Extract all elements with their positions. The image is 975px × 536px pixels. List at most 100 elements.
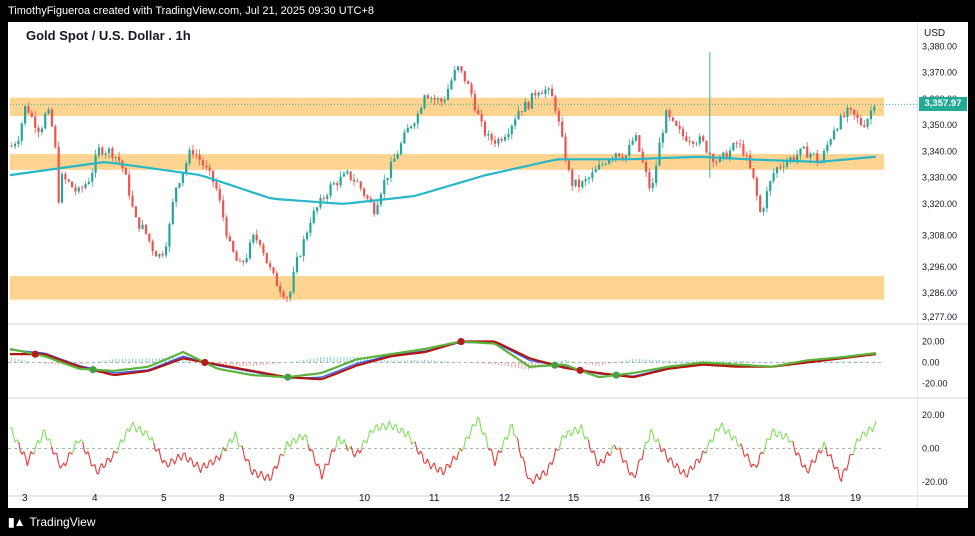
oscillator-2-segment <box>658 444 662 453</box>
oscillator-2-segment <box>676 463 680 468</box>
candle-body <box>819 162 822 164</box>
candle-body <box>715 161 718 163</box>
oscillator-2-segment <box>731 435 735 441</box>
oscillator-2-segment <box>321 472 325 480</box>
candle-body <box>765 191 769 209</box>
oscillator-2-segment <box>317 463 321 470</box>
candle-body <box>37 127 40 133</box>
oscillator-2-segment <box>542 470 546 476</box>
candle-body <box>618 153 621 157</box>
oscillator-2-segment <box>472 423 475 426</box>
candle-body <box>591 172 594 178</box>
candle-body <box>597 164 601 170</box>
oscillator-2-segment <box>373 425 376 433</box>
candle-body <box>524 102 527 112</box>
oscillator-2-segment <box>430 465 434 470</box>
oscillator-2-segment <box>212 462 215 466</box>
tradingview-logo[interactable]: ▮▲ TradingView <box>8 515 96 529</box>
candle-body <box>782 166 785 168</box>
oscillator-2-segment <box>51 446 54 455</box>
oscillator-2-segment <box>799 455 803 466</box>
candle-body <box>799 148 802 156</box>
oscillator-2-segment <box>257 475 260 479</box>
oscillator-2-segment <box>451 455 454 463</box>
candle-body <box>749 155 752 169</box>
oscillator-2-segment <box>723 427 726 435</box>
chart-svg[interactable]: 3 4 5 8 9 10 11 12 15 16 17 18 19 <box>8 22 917 508</box>
oscillator-2-segment <box>89 457 92 467</box>
oscillator-2-segment <box>220 447 224 454</box>
candle-body <box>668 110 671 118</box>
oscillator-2-segment <box>652 431 655 441</box>
price-axis[interactable]: 3,380.003,370.003,360.003,350.003,340.00… <box>917 22 968 508</box>
oscillator-2-segment <box>44 429 47 440</box>
price-tick-label: 3,330.00 <box>922 173 957 183</box>
oscillator-2-segment <box>284 440 288 449</box>
oscillator-2-segment <box>787 437 790 443</box>
candle-body <box>500 139 503 141</box>
price-tick-label: 3,380.00 <box>922 41 957 51</box>
oscillator-2-segment <box>54 452 57 455</box>
candle-body <box>134 206 137 218</box>
candle-body <box>514 119 517 126</box>
oscillator-2-segment <box>319 469 323 480</box>
oscillator-1-tick-label: 0.00 <box>922 358 940 368</box>
oscillator-2-segment <box>231 439 234 444</box>
candle-body <box>604 163 607 165</box>
oscillator-2-segment <box>446 463 449 466</box>
oscillator-2-segment <box>487 447 491 451</box>
candle-body <box>232 241 235 252</box>
candle-body <box>832 130 836 140</box>
candle-body <box>138 217 141 229</box>
oscillator-2-segment <box>837 468 841 478</box>
oscillator-2-segment <box>624 460 627 462</box>
candle-body <box>406 127 409 133</box>
oscillator-2-segment <box>814 453 818 463</box>
oscillator-1-red-line <box>10 340 877 381</box>
candle-body <box>681 129 685 137</box>
oscillator-2-segment <box>122 440 125 443</box>
candle-body <box>457 66 460 71</box>
candle-body <box>540 92 544 94</box>
oscillator-2-segment <box>809 459 813 467</box>
candle-body <box>356 181 359 183</box>
oscillator-2-segment <box>650 428 654 432</box>
oscillator-2-segment <box>832 462 835 470</box>
candle-body <box>107 148 111 154</box>
candle-body <box>467 81 470 85</box>
candle-body <box>436 98 440 100</box>
candle-body <box>480 114 483 122</box>
oscillator-2-segment <box>28 451 32 460</box>
candle-body <box>359 181 362 189</box>
oscillator-2-segment <box>428 463 432 470</box>
candle-body <box>84 184 87 188</box>
oscillator-2-segment <box>671 458 674 467</box>
candle-body <box>829 139 832 145</box>
candle-body <box>423 95 426 109</box>
candle-body <box>470 84 473 95</box>
oscillator-2-segment <box>128 426 132 432</box>
candle-body <box>658 142 661 166</box>
chart-area[interactable]: 3 4 5 8 9 10 11 12 15 16 17 18 19 Gold Spot / U.S. D… <box>8 22 917 508</box>
candle-body <box>517 111 520 120</box>
oscillator-2-segment <box>545 474 548 476</box>
oscillator-2-segment <box>160 457 163 464</box>
oscillator-2-segment <box>118 439 122 446</box>
date-tick-label: 8 <box>219 493 225 504</box>
candle-body <box>567 160 570 170</box>
oscillator-2-segment <box>518 448 522 458</box>
candle-body <box>228 236 231 242</box>
oscillator-2-segment <box>395 424 399 432</box>
candle-body <box>316 207 319 211</box>
oscillator-2-segment <box>172 459 176 465</box>
oscillator-2-segment <box>283 447 286 457</box>
oscillator-2-segment <box>804 464 808 472</box>
oscillator-2-segment <box>582 433 586 440</box>
candle-body <box>326 195 329 199</box>
candle-body <box>718 156 722 162</box>
oscillator-2-segment <box>170 458 174 460</box>
oscillator-2-segment <box>134 426 137 433</box>
oscillator-2-segment <box>657 438 661 445</box>
candle-body <box>191 150 195 155</box>
oscillator-2-segment <box>80 439 84 443</box>
